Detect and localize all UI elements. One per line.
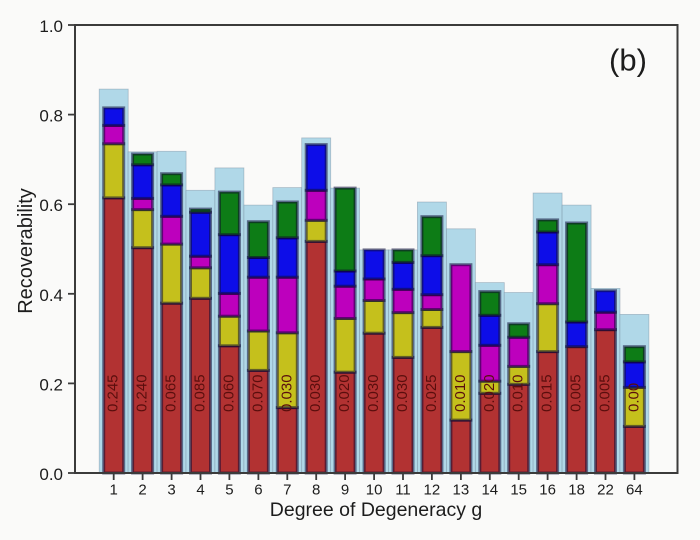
svg-text:0.0: 0.0 bbox=[39, 465, 63, 484]
svg-text:(b): (b) bbox=[609, 43, 647, 78]
svg-text:0.030: 0.030 bbox=[278, 374, 295, 412]
svg-text:0.060: 0.060 bbox=[220, 374, 237, 412]
svg-text:0.6: 0.6 bbox=[39, 196, 63, 215]
svg-text:4: 4 bbox=[196, 482, 204, 499]
svg-text:14: 14 bbox=[481, 482, 498, 499]
svg-text:0.005: 0.005 bbox=[596, 374, 613, 412]
svg-text:2: 2 bbox=[138, 482, 146, 499]
svg-text:18: 18 bbox=[568, 482, 585, 499]
svg-text:Degree of Degeneracy g: Degree of Degeneracy g bbox=[270, 499, 482, 521]
svg-text:5: 5 bbox=[225, 482, 233, 499]
svg-text:0.4: 0.4 bbox=[39, 286, 63, 305]
svg-text:0.065: 0.065 bbox=[163, 374, 180, 412]
svg-text:1: 1 bbox=[110, 482, 118, 499]
svg-text:6: 6 bbox=[254, 482, 262, 499]
svg-text:0.245: 0.245 bbox=[105, 374, 122, 412]
svg-text:0.020: 0.020 bbox=[481, 374, 498, 412]
svg-text:8: 8 bbox=[312, 482, 320, 499]
svg-text:0.00: 0.00 bbox=[625, 383, 642, 412]
svg-text:0.070: 0.070 bbox=[249, 374, 266, 412]
svg-text:0.8: 0.8 bbox=[39, 107, 63, 126]
svg-text:16: 16 bbox=[539, 482, 556, 499]
svg-text:0.030: 0.030 bbox=[394, 374, 411, 412]
svg-text:10: 10 bbox=[366, 482, 383, 499]
svg-text:0.2: 0.2 bbox=[39, 375, 63, 394]
svg-text:64: 64 bbox=[626, 482, 643, 499]
svg-text:12: 12 bbox=[424, 482, 441, 499]
svg-text:0.030: 0.030 bbox=[307, 374, 324, 412]
svg-text:3: 3 bbox=[167, 482, 175, 499]
svg-text:0.010: 0.010 bbox=[510, 374, 527, 412]
svg-text:0.020: 0.020 bbox=[336, 374, 353, 412]
svg-text:0.005: 0.005 bbox=[568, 374, 585, 412]
svg-text:1.0: 1.0 bbox=[39, 17, 63, 36]
svg-text:0.085: 0.085 bbox=[191, 374, 208, 412]
svg-text:7: 7 bbox=[283, 482, 291, 499]
svg-text:0.015: 0.015 bbox=[539, 374, 556, 412]
svg-text:Recoverability: Recoverability bbox=[15, 188, 37, 314]
svg-text:13: 13 bbox=[453, 482, 470, 499]
svg-text:0.240: 0.240 bbox=[134, 374, 151, 412]
svg-text:9: 9 bbox=[341, 482, 349, 499]
svg-text:0.025: 0.025 bbox=[423, 374, 440, 412]
svg-text:22: 22 bbox=[597, 482, 614, 499]
svg-text:0.010: 0.010 bbox=[452, 374, 469, 412]
svg-text:15: 15 bbox=[510, 482, 527, 499]
svg-text:0.030: 0.030 bbox=[365, 374, 382, 412]
svg-text:11: 11 bbox=[395, 482, 411, 499]
